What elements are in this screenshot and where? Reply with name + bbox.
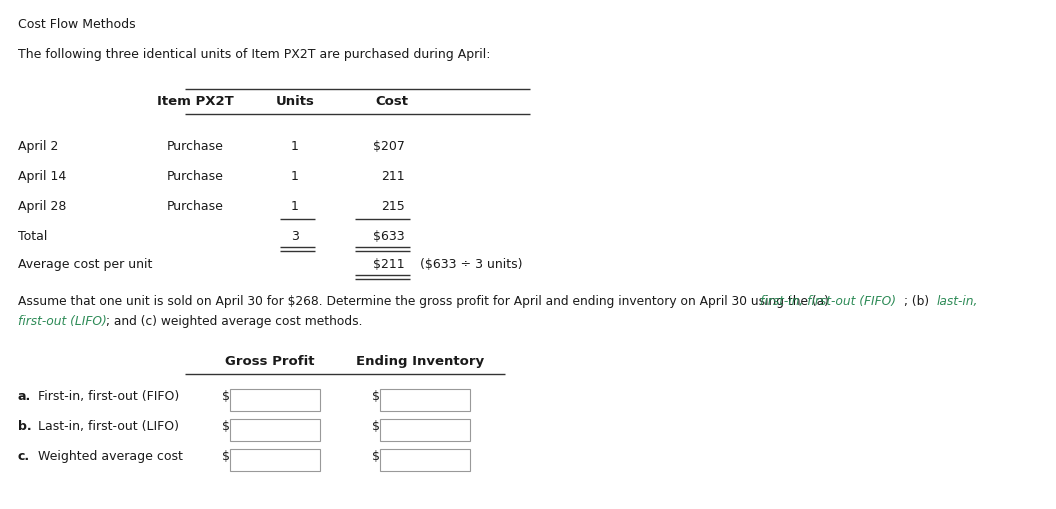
Text: 1: 1 xyxy=(291,169,299,183)
Text: Gross Profit: Gross Profit xyxy=(225,354,315,367)
Text: Units: Units xyxy=(276,95,315,108)
Text: Average cost per unit: Average cost per unit xyxy=(18,258,152,270)
Text: $633: $633 xyxy=(374,230,406,242)
Text: Purchase: Purchase xyxy=(167,140,224,153)
Text: Total: Total xyxy=(18,230,48,242)
Text: 215: 215 xyxy=(381,200,406,213)
Text: first-in, first-out (FIFO): first-in, first-out (FIFO) xyxy=(760,294,897,307)
Text: ; and (c) weighted average cost methods.: ; and (c) weighted average cost methods. xyxy=(106,315,362,327)
Text: $: $ xyxy=(372,389,380,402)
Text: ; (b): ; (b) xyxy=(904,294,932,307)
Text: Purchase: Purchase xyxy=(167,169,224,183)
Text: $207: $207 xyxy=(373,140,406,153)
Text: $: $ xyxy=(372,449,380,462)
Text: The following three identical units of Item PX2T are purchased during April:: The following three identical units of I… xyxy=(18,48,490,61)
Text: $211: $211 xyxy=(374,258,406,270)
Text: $: $ xyxy=(222,449,230,462)
Text: 1: 1 xyxy=(291,140,299,153)
Text: Last-in, first-out (LIFO): Last-in, first-out (LIFO) xyxy=(38,419,180,432)
Text: Weighted average cost: Weighted average cost xyxy=(38,449,183,462)
Text: Cost Flow Methods: Cost Flow Methods xyxy=(18,18,135,31)
Text: Assume that one unit is sold on April 30 for $268. Determine the gross profit fo: Assume that one unit is sold on April 30… xyxy=(18,294,833,307)
Text: ($633 ÷ 3 units): ($633 ÷ 3 units) xyxy=(420,258,523,270)
Text: $: $ xyxy=(222,389,230,402)
Text: c.: c. xyxy=(18,449,31,462)
Text: Item PX2T: Item PX2T xyxy=(156,95,233,108)
Text: First-in, first-out (FIFO): First-in, first-out (FIFO) xyxy=(38,389,180,402)
Text: b.: b. xyxy=(18,419,32,432)
Text: April 2: April 2 xyxy=(18,140,58,153)
Text: 3: 3 xyxy=(291,230,299,242)
Text: April 14: April 14 xyxy=(18,169,67,183)
Text: $: $ xyxy=(372,419,380,432)
Text: $: $ xyxy=(222,419,230,432)
Text: 211: 211 xyxy=(381,169,406,183)
Text: a.: a. xyxy=(18,389,32,402)
Text: Cost: Cost xyxy=(375,95,408,108)
Text: 1: 1 xyxy=(291,200,299,213)
Text: Purchase: Purchase xyxy=(167,200,224,213)
Text: April 28: April 28 xyxy=(18,200,67,213)
Text: first-out (LIFO): first-out (LIFO) xyxy=(18,315,107,327)
Text: Ending Inventory: Ending Inventory xyxy=(356,354,484,367)
Text: last-in,: last-in, xyxy=(937,294,978,307)
